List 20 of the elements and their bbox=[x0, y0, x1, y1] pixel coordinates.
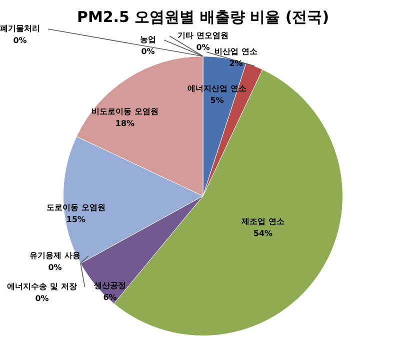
slice-label: 비도로이동 오염원 bbox=[92, 107, 158, 116]
slice-label: 비산업 연소 bbox=[214, 47, 258, 56]
text: 0% bbox=[141, 47, 155, 56]
data-label: 54% bbox=[253, 229, 273, 238]
category-label: 농업 bbox=[140, 35, 156, 44]
chart-title: PM2.5 오염원별 배출량 비율 (전국) bbox=[76, 8, 330, 26]
text: 0% bbox=[13, 36, 27, 46]
data-label: 5% bbox=[210, 96, 224, 106]
text: 0% bbox=[196, 43, 210, 52]
text: 0% bbox=[48, 263, 62, 272]
category-label: 폐기물처리 bbox=[0, 24, 40, 34]
category-label: 유기용제 사용 bbox=[30, 251, 80, 260]
slice-label: 도로이동 오염원 bbox=[46, 203, 106, 212]
category-label: 기타 면오염원 bbox=[178, 31, 228, 40]
text: 0% bbox=[35, 294, 49, 304]
slice-label: 제조업 연소 bbox=[240, 217, 284, 226]
data-label: 15% bbox=[66, 215, 86, 224]
data-label: 18% bbox=[115, 119, 135, 128]
category-label: 에너지수송 및 저장 bbox=[7, 282, 77, 292]
data-label: 2% bbox=[229, 59, 243, 68]
